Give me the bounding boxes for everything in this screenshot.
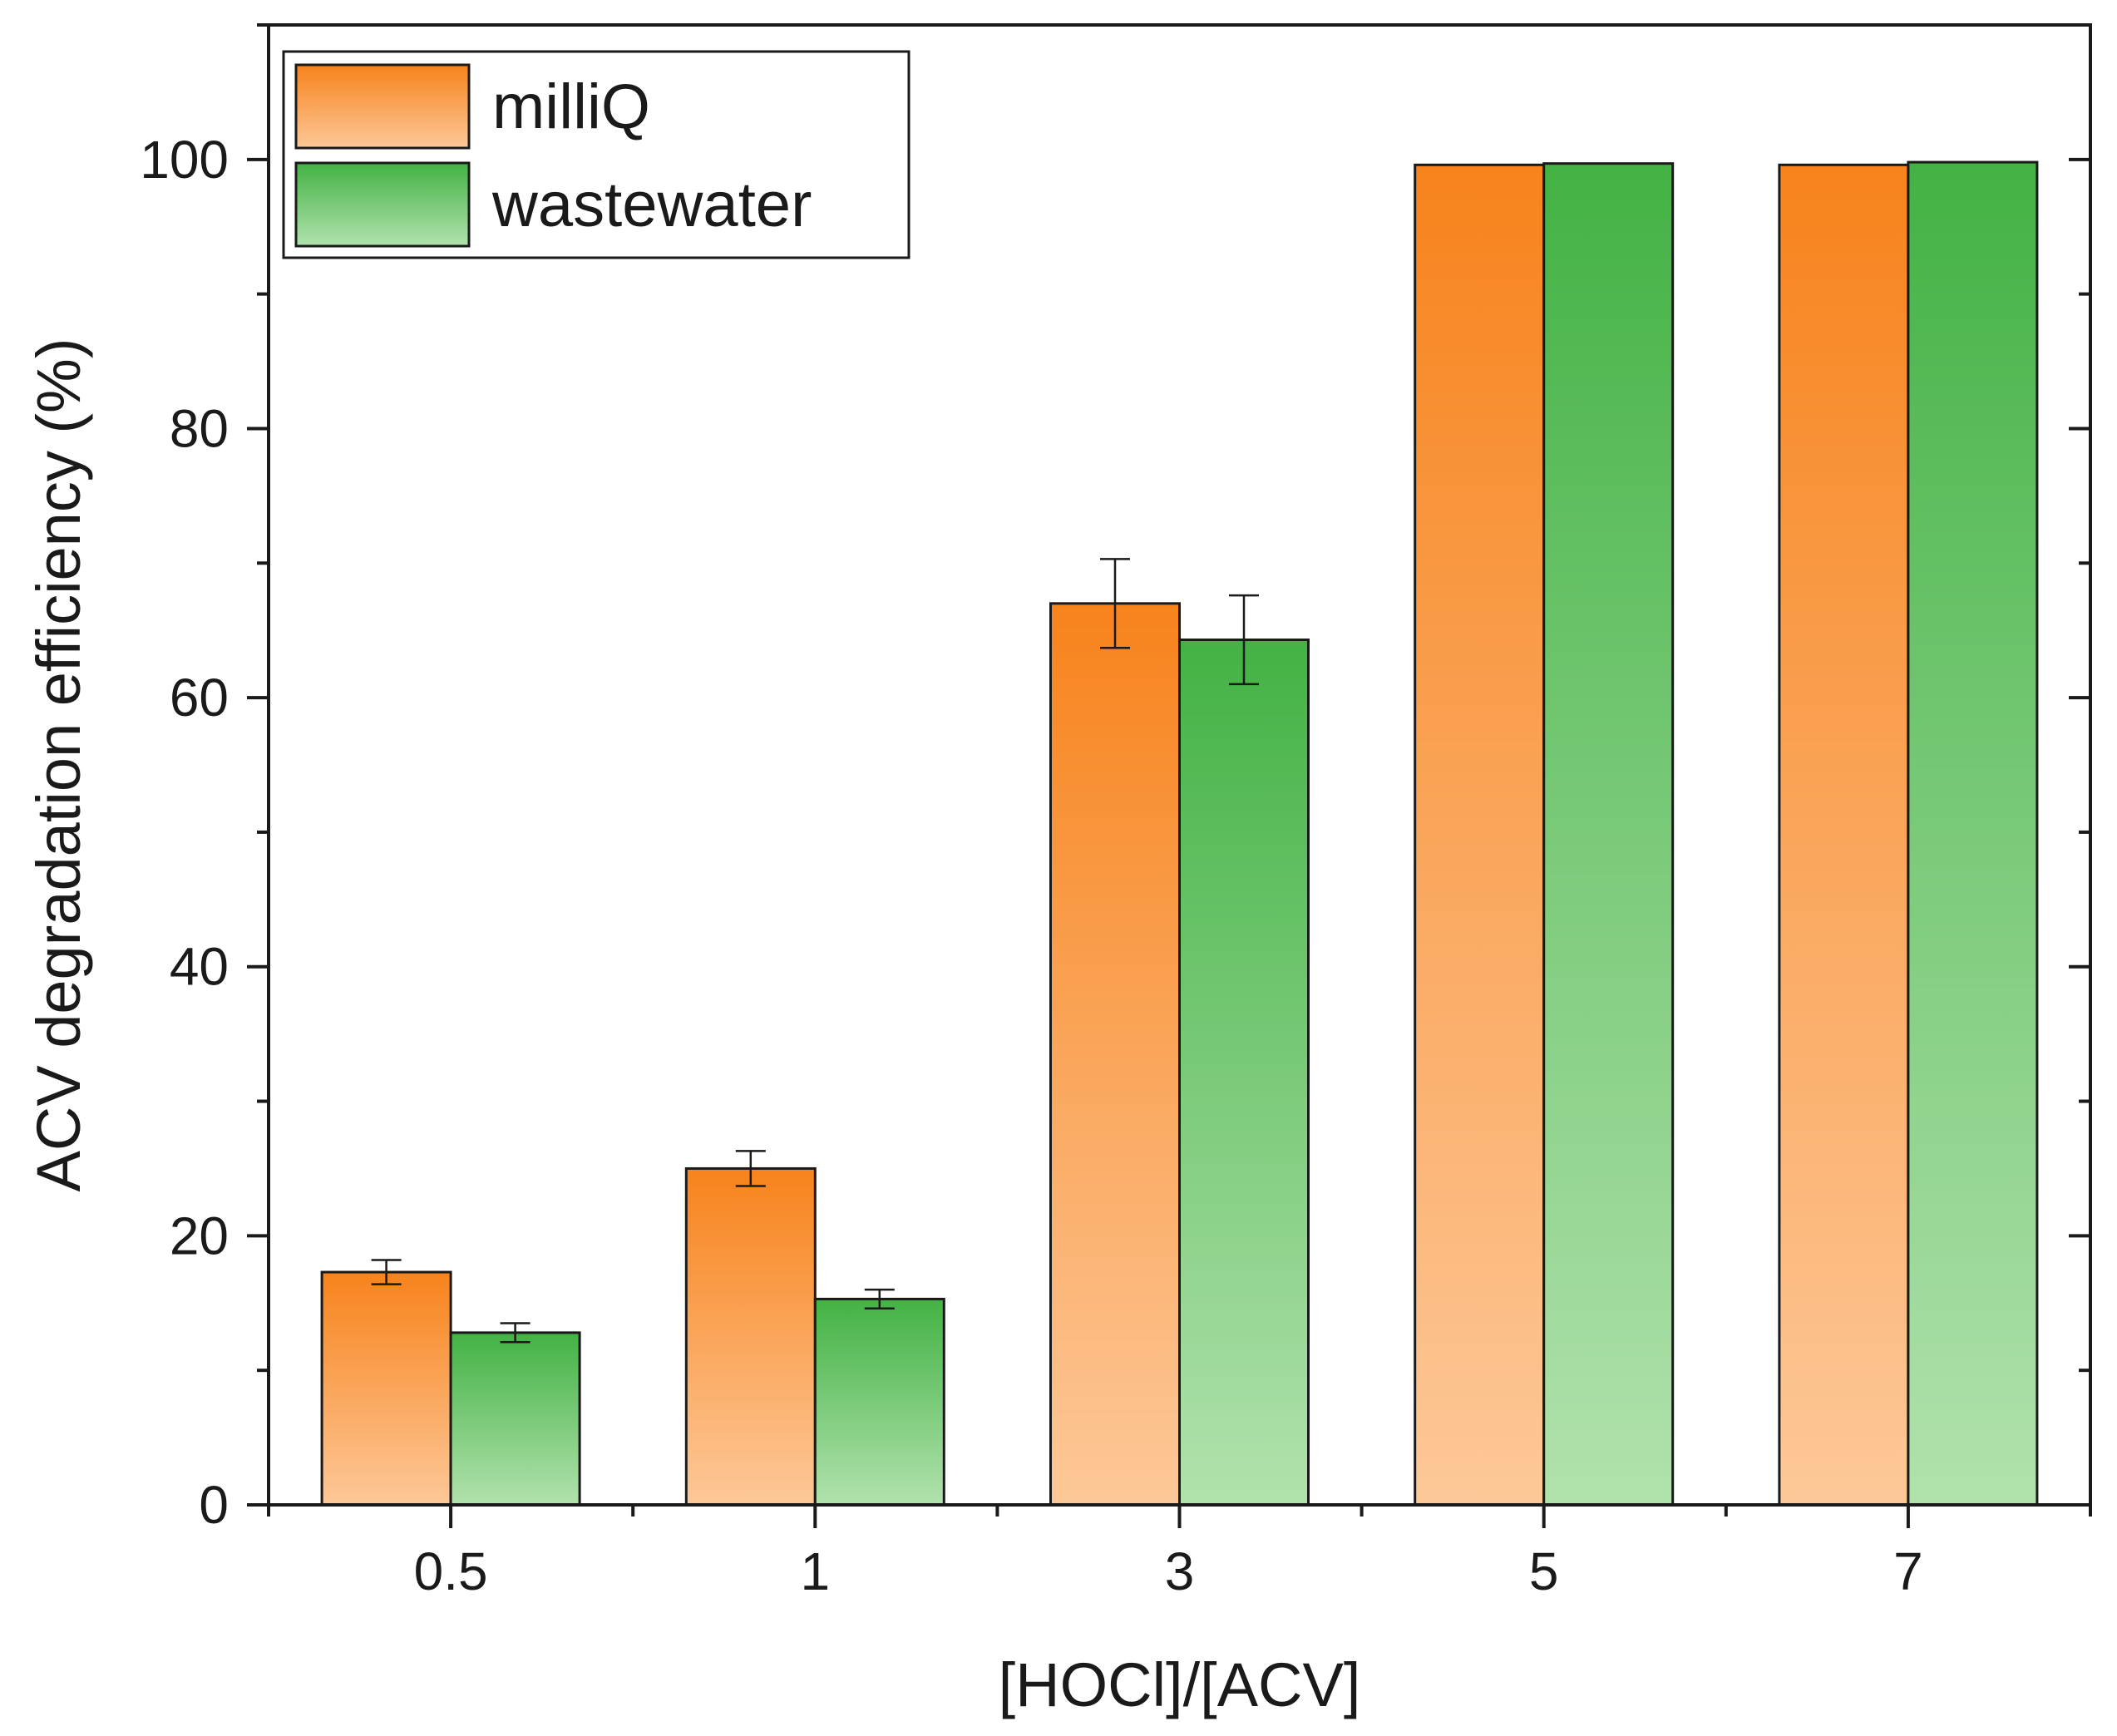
bar-wastewater-3 bbox=[1178, 639, 1310, 1507]
x-axis: 0.5 1 3 5 7 bbox=[267, 1505, 2092, 1601]
error-bar-milliQ-1 bbox=[735, 1150, 766, 1187]
legend-swatch-milliQ bbox=[294, 63, 471, 150]
y-axis: 0 20 40 60 80 100 bbox=[140, 23, 2090, 1535]
y-tick-label: 80 bbox=[170, 398, 229, 458]
bar-milliQ-7 bbox=[1778, 163, 1910, 1507]
bar-milliQ-3 bbox=[1049, 602, 1181, 1507]
bar-milliQ-0.5 bbox=[320, 1270, 452, 1507]
error-bar-wastewater-0.5 bbox=[500, 1322, 530, 1344]
error-bars-layer bbox=[371, 558, 1259, 1344]
y-tick-label: 60 bbox=[170, 668, 229, 727]
error-bar-wastewater-1 bbox=[864, 1288, 895, 1309]
bar-milliQ-5 bbox=[1414, 163, 1546, 1507]
error-bar-milliQ-0.5 bbox=[371, 1259, 402, 1285]
bar-wastewater-1 bbox=[813, 1297, 945, 1507]
y-tick-label: 100 bbox=[140, 130, 229, 190]
error-bar-wastewater-3 bbox=[1229, 594, 1259, 686]
y-tick-label: 40 bbox=[170, 937, 229, 997]
x-axis-title: [HOCl]/[ACV] bbox=[999, 1650, 1361, 1719]
legend-label-milliQ: milliQ bbox=[492, 72, 650, 142]
error-bar-milliQ-3 bbox=[1100, 558, 1130, 649]
bar-wastewater-0.5 bbox=[449, 1331, 581, 1507]
y-axis-title: ACV degradation efficiency (%) bbox=[24, 338, 93, 1192]
legend-label-wastewater: wastewater bbox=[491, 170, 812, 240]
x-tick-label: 7 bbox=[1893, 1541, 1923, 1601]
y-tick-label: 20 bbox=[170, 1206, 229, 1265]
legend-swatch-wastewater bbox=[294, 161, 471, 248]
x-tick-label: 3 bbox=[1165, 1541, 1195, 1601]
bar-milliQ-1 bbox=[684, 1166, 817, 1507]
bar-wastewater-7 bbox=[1907, 160, 2039, 1507]
bar-wastewater-5 bbox=[1542, 162, 1675, 1507]
legend: milliQ wastewater bbox=[282, 50, 910, 259]
x-tick-label: 5 bbox=[1529, 1541, 1559, 1601]
x-tick-label: 0.5 bbox=[414, 1541, 488, 1601]
y-tick-label: 0 bbox=[199, 1475, 229, 1535]
bars-layer bbox=[320, 160, 2039, 1507]
x-tick-label: 1 bbox=[801, 1541, 831, 1601]
